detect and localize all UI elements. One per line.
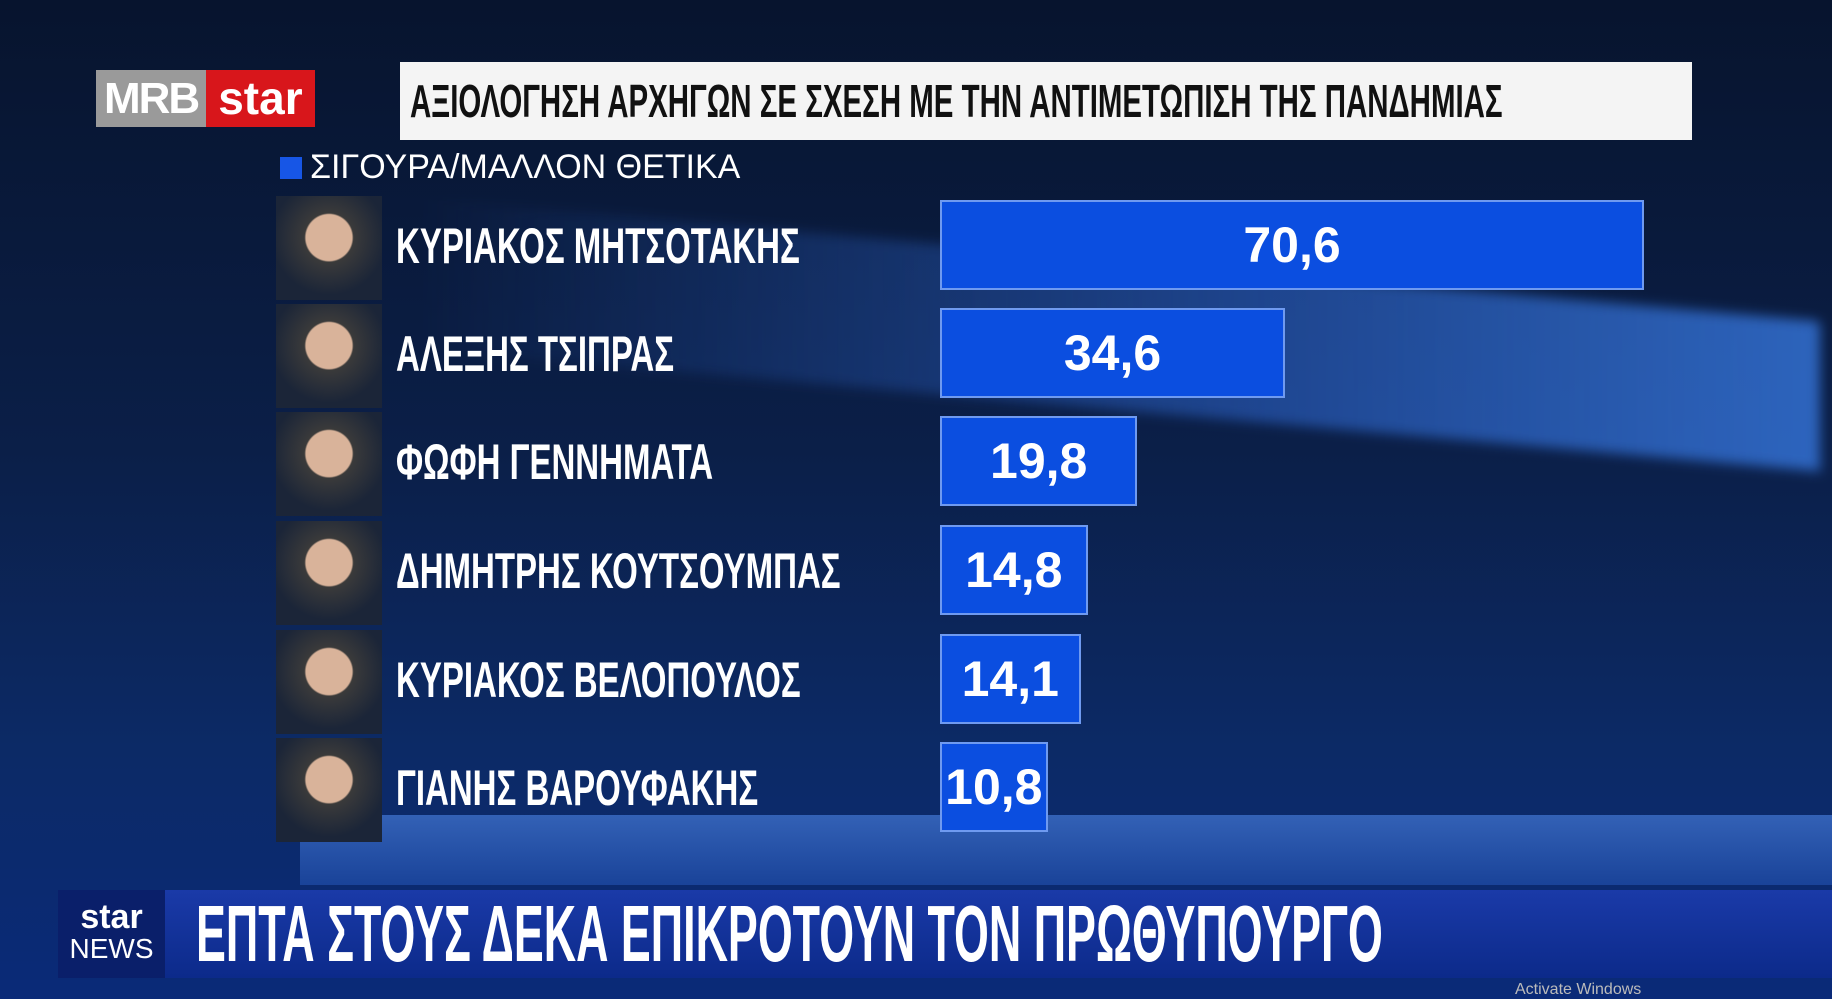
headline: ΕΠΤΑ ΣΤΟΥΣ ΔΕΚΑ ΕΠΙΚΡΟΤΟΥΝ ΤΟΝ ΠΡΩΘΥΠΟΥΡ… [196,889,1383,978]
star-news-logo: star NEWS [58,890,165,978]
bar-row: ΑΛΕΞΗΣ ΤΣΙΠΡΑΣ 34,6 [276,304,1676,410]
chart-title: ΑΞΙΟΛΟΓΗΣΗ ΑΡΧΗΓΩΝ ΣΕ ΣΧΕΣΗ ΜΕ ΤΗΝ ΑΝΤΙΜ… [410,75,1503,127]
leader-photo [276,521,382,625]
leader-photo [276,412,382,516]
legend-swatch [280,156,302,179]
data-label: 14,8 [965,542,1063,598]
star-news-logo-bottom: NEWS [69,933,154,964]
data-label: 14,1 [961,651,1059,707]
leader-photo [276,630,382,734]
bar: 14,1 [940,634,1081,724]
category-label: ΚΥΡΙΑΚΟΣ ΜΗΤΣΟΤΑΚΗΣ [396,218,800,274]
news-banner [58,890,1832,978]
star-news-logo-top: star [80,898,143,936]
bar: 14,8 [940,525,1088,615]
mrb-logo-text: MRB [96,70,207,127]
mrb-star-logo: MRB star [96,70,315,127]
category-label: ΚΥΡΙΑΚΟΣ ΒΕΛΟΠΟΥΛΟΣ [396,652,801,708]
bar-row: ΚΥΡΙΑΚΟΣ ΜΗΤΣΟΤΑΚΗΣ 70,6 [276,196,1676,302]
data-label: 19,8 [990,433,1088,489]
leader-photo [276,196,382,300]
category-label: ΓΙΑΝΗΣ ΒΑΡΟΥΦΑΚΗΣ [396,760,759,816]
star-logo-text: star [206,70,315,127]
leader-photo [276,738,382,842]
leader-photo [276,304,382,408]
windows-watermark: Activate Windows [1515,981,1642,998]
background-floor [300,815,1832,885]
data-label: 70,6 [1243,217,1341,273]
bar-row: ΔΗΜΗΤΡΗΣ ΚΟΥΤΣΟΥΜΠΑΣ 14,8 [276,521,1676,627]
bar: 10,8 [940,742,1048,832]
bar-row: ΚΥΡΙΑΚΟΣ ΒΕΛΟΠΟΥΛΟΣ 14,1 [276,630,1676,736]
data-label: 34,6 [1063,325,1162,381]
bar: 19,8 [940,416,1138,506]
category-label: ΑΛΕΞΗΣ ΤΣΙΠΡΑΣ [396,326,675,382]
legend: ΣΙΓΟΥΡΑ/ΜΑΛΛΟΝ ΘΕΤΙΚΑ [280,148,740,187]
data-label: 10,8 [945,759,1043,815]
legend-label: ΣΙΓΟΥΡΑ/ΜΑΛΛΟΝ ΘΕΤΙΚΑ [310,148,741,186]
category-label: ΦΩΦΗ ΓΕΝΝΗΜΑΤΑ [396,434,714,490]
bar-row: ΓΙΑΝΗΣ ΒΑΡΟΥΦΑΚΗΣ 10,8 [276,738,1676,844]
bar: 70,6 [940,200,1644,290]
chart-title-box: ΑΞΙΟΛΟΓΗΣΗ ΑΡΧΗΓΩΝ ΣΕ ΣΧΕΣΗ ΜΕ ΤΗΝ ΑΝΤΙΜ… [400,62,1692,140]
bar: 34,6 [940,308,1286,398]
bar-row: ΦΩΦΗ ΓΕΝΝΗΜΑΤΑ 19,8 [276,412,1676,518]
category-label: ΔΗΜΗΤΡΗΣ ΚΟΥΤΣΟΥΜΠΑΣ [396,543,841,599]
